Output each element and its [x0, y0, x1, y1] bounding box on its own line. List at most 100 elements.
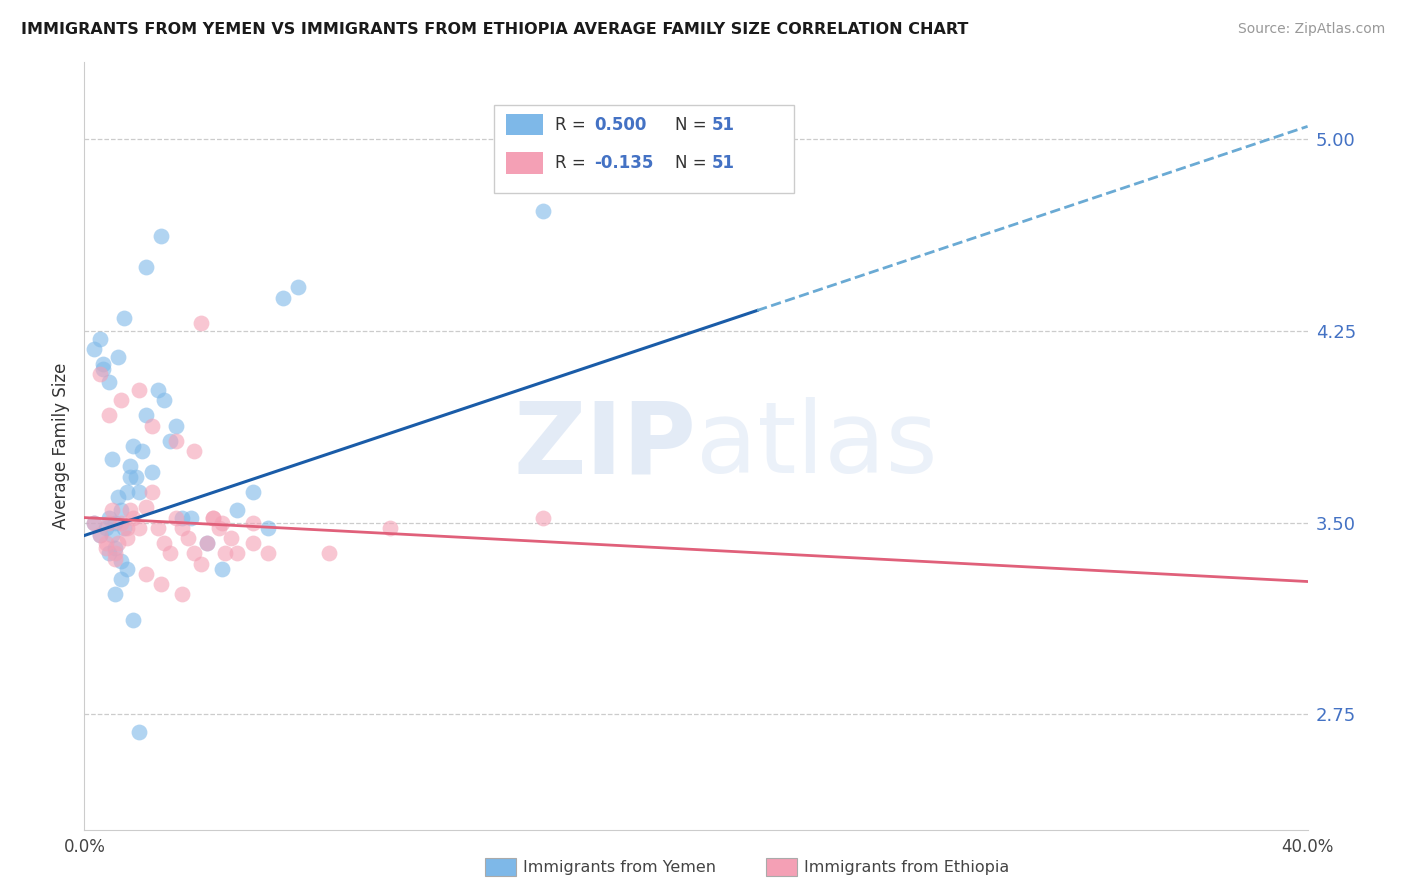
Point — [91, 362, 114, 376]
Text: Immigrants from Yemen: Immigrants from Yemen — [523, 860, 716, 874]
Point — [183, 546, 205, 560]
FancyBboxPatch shape — [494, 104, 794, 193]
FancyBboxPatch shape — [506, 153, 543, 174]
Point — [97, 516, 120, 530]
Point — [110, 572, 132, 586]
Point — [128, 485, 150, 500]
Point — [135, 409, 157, 423]
FancyBboxPatch shape — [506, 114, 543, 136]
Point — [128, 383, 150, 397]
Point — [107, 350, 129, 364]
Point — [115, 562, 138, 576]
Point — [380, 521, 402, 535]
Point — [531, 203, 554, 218]
Point — [195, 536, 218, 550]
Point — [149, 229, 172, 244]
Point — [110, 516, 132, 530]
Point — [208, 521, 231, 535]
Text: 0.500: 0.500 — [595, 116, 647, 134]
Point — [242, 536, 264, 550]
Point — [89, 368, 111, 382]
Point — [211, 562, 233, 576]
Point — [97, 510, 120, 524]
Point — [83, 342, 105, 356]
Point — [112, 521, 135, 535]
Text: N =: N = — [675, 116, 711, 134]
Point — [122, 613, 145, 627]
Point — [135, 566, 157, 581]
Point — [104, 587, 127, 601]
Point — [112, 311, 135, 326]
Point — [201, 510, 224, 524]
Point — [165, 510, 187, 524]
Point — [190, 316, 212, 330]
Point — [141, 418, 163, 433]
Point — [183, 444, 205, 458]
Point — [135, 260, 157, 274]
Point — [107, 490, 129, 504]
Point — [128, 725, 150, 739]
Point — [97, 546, 120, 560]
Point — [159, 546, 181, 560]
Point — [172, 521, 194, 535]
Point — [104, 546, 127, 560]
Point — [201, 510, 224, 524]
Point — [153, 392, 176, 407]
Point — [214, 546, 236, 560]
Text: atlas: atlas — [696, 398, 938, 494]
Y-axis label: Average Family Size: Average Family Size — [52, 363, 70, 529]
Point — [318, 546, 340, 560]
Point — [110, 503, 132, 517]
Text: 51: 51 — [711, 154, 735, 172]
Point — [159, 434, 181, 448]
Text: 51: 51 — [711, 116, 735, 134]
Point — [257, 546, 280, 560]
Point — [287, 280, 309, 294]
Point — [120, 503, 142, 517]
Point — [107, 536, 129, 550]
Point — [747, 178, 769, 193]
Point — [120, 469, 142, 483]
Text: ZIP: ZIP — [513, 398, 696, 494]
Point — [211, 516, 233, 530]
Point — [242, 516, 264, 530]
Point — [141, 485, 163, 500]
Point — [257, 521, 280, 535]
Point — [226, 546, 249, 560]
Point — [165, 434, 187, 448]
Text: R =: R = — [555, 116, 592, 134]
Point — [190, 557, 212, 571]
Point — [104, 551, 127, 566]
Point — [122, 510, 145, 524]
Point — [104, 541, 127, 556]
Text: Source: ZipAtlas.com: Source: ZipAtlas.com — [1237, 22, 1385, 37]
Point — [141, 465, 163, 479]
Point — [89, 332, 111, 346]
Point — [94, 541, 117, 556]
Text: N =: N = — [675, 154, 711, 172]
Point — [146, 383, 169, 397]
Point — [146, 521, 169, 535]
Point — [94, 521, 117, 535]
Point — [94, 536, 117, 550]
Point — [172, 587, 194, 601]
Text: IMMIGRANTS FROM YEMEN VS IMMIGRANTS FROM ETHIOPIA AVERAGE FAMILY SIZE CORRELATIO: IMMIGRANTS FROM YEMEN VS IMMIGRANTS FROM… — [21, 22, 969, 37]
Point — [97, 409, 120, 423]
Point — [83, 516, 105, 530]
Point — [122, 439, 145, 453]
Point — [131, 444, 153, 458]
Point — [177, 531, 200, 545]
Point — [110, 392, 132, 407]
Point — [101, 451, 124, 466]
Point — [242, 485, 264, 500]
Point — [120, 459, 142, 474]
Point — [115, 531, 138, 545]
Point — [195, 536, 218, 550]
Point — [89, 528, 111, 542]
Point — [531, 510, 554, 524]
Text: Immigrants from Ethiopia: Immigrants from Ethiopia — [804, 860, 1010, 874]
Point — [91, 357, 114, 371]
Point — [149, 577, 172, 591]
Point — [128, 521, 150, 535]
Point — [125, 469, 148, 483]
